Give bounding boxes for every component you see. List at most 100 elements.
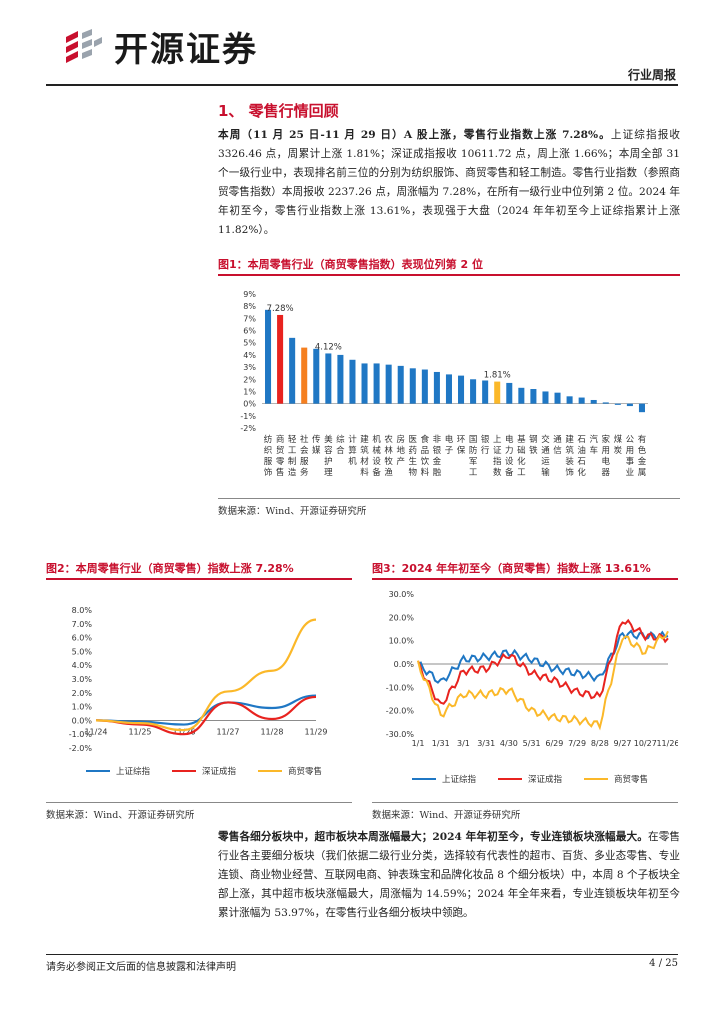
- fig2-series-line: [95, 695, 317, 736]
- fig1-category-label: 备: [505, 467, 514, 478]
- fig3-legend-label: 商贸零售: [614, 774, 648, 785]
- fig2-source-rule: [46, 802, 352, 803]
- fig1-category-label: 运: [541, 457, 550, 467]
- fig1-category-label: 电: [602, 456, 611, 467]
- fig2-x-tick: 11/27: [216, 727, 239, 736]
- fig1-bar: [349, 359, 356, 404]
- fig3-title: 图3：2024 年年初至今（商贸零售）指数上涨 13.61%: [372, 562, 651, 575]
- header-divider: [46, 84, 678, 86]
- fig1-category-label: 造: [288, 467, 297, 478]
- fig1-category-label: 饮: [421, 456, 430, 467]
- fig1-bar: [542, 391, 549, 404]
- fig1-y-tick: 5%: [243, 339, 256, 348]
- fig1-category-label: 指: [493, 456, 502, 467]
- report-type-tag: 行业周报: [627, 68, 676, 82]
- fig1-category-label: 国: [469, 435, 478, 445]
- fig1-bar: [313, 348, 320, 404]
- fig1-y-tick: 7%: [243, 314, 256, 323]
- fig1-bars: [265, 309, 645, 413]
- fig1-category-label: 零: [276, 457, 285, 467]
- fig1-category-label: 石: [577, 435, 586, 445]
- fig1-category-label: 色: [638, 445, 647, 456]
- fig2-x-tick: 11/26: [172, 727, 195, 736]
- fig1-category-label: 非: [433, 434, 442, 445]
- fig1-bar: [301, 347, 308, 404]
- fig1-y-tick: 3%: [243, 363, 256, 372]
- fig2-legend-label: 商贸零售: [288, 766, 322, 777]
- fig1-category-label: 炭: [614, 446, 623, 456]
- fig2-y-tick: 0.0%: [72, 716, 93, 725]
- fig1-bar: [337, 354, 344, 404]
- fig1-category-label: 牧: [384, 456, 393, 467]
- fig1-category-label: 油: [577, 445, 586, 456]
- fig1-category-label: 贸: [276, 445, 285, 456]
- fig1-category-label: 务: [300, 467, 309, 478]
- fig3-x-tick: 11/26: [656, 739, 678, 748]
- page-number: 4 / 25: [649, 958, 678, 969]
- fig1-data-label: 4.12%: [315, 342, 342, 352]
- fig1-category-label: 媒: [312, 446, 321, 456]
- fig3-x-tick: 7/29: [568, 739, 586, 748]
- fig3-x-tick: 4/30: [500, 739, 518, 748]
- fig3-title-rule: [372, 578, 678, 580]
- fig2-x-tick: 11/29: [304, 727, 327, 736]
- fig2-legend-label: 深证成指: [202, 766, 237, 777]
- fig1-category-label: 军: [469, 457, 478, 467]
- fig1-category-label: 医: [409, 435, 418, 445]
- fig1-category-label: 会: [300, 445, 309, 456]
- fig1-category-label: 药: [409, 445, 418, 456]
- fig1-bar: [385, 364, 392, 404]
- fig1-category-label: 纺: [264, 434, 273, 445]
- fig1-category-label: 电: [445, 434, 454, 445]
- fig2-y-tick: 2.0%: [72, 689, 93, 698]
- fig1-bar: [361, 363, 368, 404]
- fig1-category-label: 筑: [565, 445, 574, 456]
- fig1-category-label: 制: [288, 456, 297, 467]
- fig2-legend-label: 上证综指: [116, 766, 151, 777]
- fig1-source-rule: [218, 498, 680, 499]
- fig1-title: 图1：本周零售行业（商贸零售指数）表现位列第 2 位: [218, 258, 483, 271]
- fig1-bar: [590, 399, 597, 404]
- footer-divider: [46, 954, 678, 955]
- fig1-category-label: 融: [433, 467, 442, 478]
- fig1-category-label: 设: [505, 456, 514, 467]
- fig1-bar: [421, 369, 428, 404]
- fig2-x-tick: 11/24: [84, 727, 107, 736]
- fig1-category-label: 筑: [360, 445, 369, 456]
- fig1-category-label: 织: [264, 445, 273, 456]
- fig2-source: 数据来源：Wind、开源证券研究所: [46, 810, 195, 821]
- fig1-category-label: 上: [493, 435, 502, 445]
- fig1-category-label: 综: [336, 434, 345, 445]
- fig3-y-tick: -20.0%: [386, 707, 415, 716]
- fig1-y-tick: 8%: [243, 302, 256, 311]
- fig1-category-label: 证: [493, 446, 502, 456]
- brand-logo: 开源证券: [62, 22, 258, 71]
- fig1-category-label: 理: [324, 468, 333, 478]
- fig1-bar: [409, 368, 416, 404]
- fig1-category-label: 农: [384, 434, 393, 445]
- fig2-y-tick: 3.0%: [72, 675, 93, 684]
- fig3-lines: [417, 618, 669, 731]
- fig1-category-label: 信: [553, 445, 562, 456]
- fig2-y-tick: 8.0%: [72, 606, 93, 615]
- fig1-y-tick: 2%: [243, 375, 256, 384]
- fig1-category-label: 地: [396, 445, 405, 456]
- intro-body: 上证综指报收 3326.46 点，周累计上涨 1.81%；深证成指报收 1061…: [218, 129, 680, 236]
- fig1-bar: [433, 371, 440, 404]
- fig1-category-label: 金: [638, 456, 647, 467]
- fig3-legend-label: 深证成指: [528, 774, 563, 785]
- fig1-category-label: 房: [396, 434, 405, 445]
- fig1-category-label: 化: [577, 467, 586, 478]
- fig3-series-line: [417, 630, 669, 731]
- fig1-category-label: 工: [469, 468, 478, 478]
- fig2-series-line: [95, 694, 317, 726]
- fig1-bar: [470, 379, 477, 404]
- fig1-category-label: 业: [626, 467, 635, 478]
- fig1-category-label: 渔: [384, 467, 393, 478]
- fig1-bar: [325, 353, 332, 404]
- fig1-source: 数据来源：Wind、开源证券研究所: [218, 506, 367, 517]
- fig1-bar: [566, 396, 573, 404]
- fig1-category-label: 服: [264, 457, 273, 467]
- fig1-category-label: 子: [445, 446, 454, 456]
- fig1-category-label: 材: [360, 456, 369, 467]
